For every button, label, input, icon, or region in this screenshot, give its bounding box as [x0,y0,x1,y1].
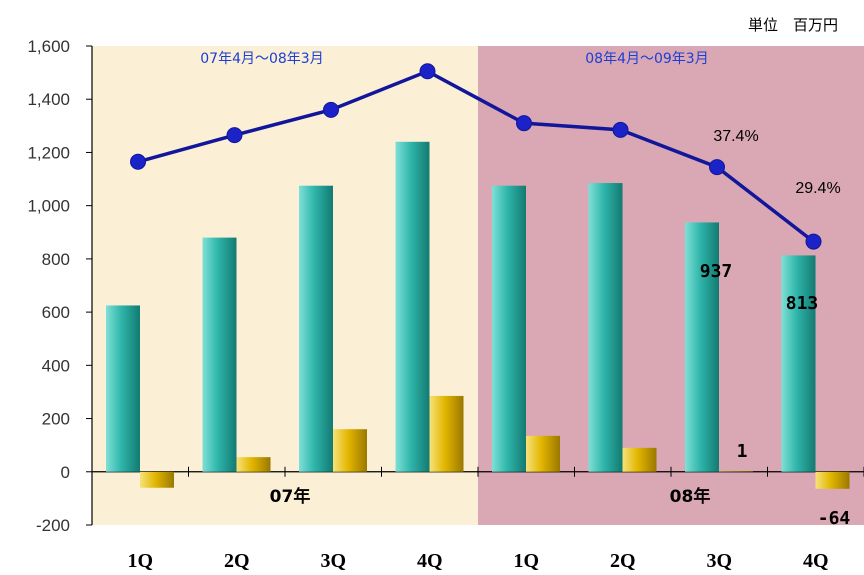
unit-label: 単位 百万円 [748,16,838,34]
bar-series-2 [622,447,657,472]
line-point [612,121,629,138]
bar-series-1 [685,222,719,472]
bar-series-2 [815,471,850,489]
bar-series-2 [333,429,367,472]
y-tick-label: 400 [42,356,70,375]
period-label-first: 07年4月～08年3月 [200,51,323,67]
year-label-second: 08年 [670,486,711,507]
line-point [130,153,146,170]
y-tick-label: 1,000 [27,197,70,216]
y-tick-label: 200 [42,410,70,429]
data-label: 937 [700,261,733,282]
x-tick-label: 2Q [224,550,250,572]
bar-series-1 [106,305,140,472]
y-tick-label: 600 [42,303,70,322]
x-tick-label: 2Q [610,550,636,572]
x-tick-label: 4Q [417,550,443,572]
x-tick-label: 3Q [706,550,732,572]
data-label: 1 [737,441,748,462]
bar-series-2 [236,457,271,472]
line-point [226,127,243,144]
bar-series-1 [781,255,816,472]
y-tick-label: 1,400 [27,90,70,109]
line-point [419,63,436,80]
line-point [709,159,725,176]
data-label: -64 [818,508,851,529]
line-point [516,115,532,132]
bar-series-1 [299,185,333,472]
bar-series-2 [526,435,560,472]
bar-series-2 [429,395,464,472]
y-tick-label: 1,600 [27,37,70,56]
y-tick-label: -200 [36,516,70,535]
data-label: 813 [786,293,819,314]
y-tick-label: 1,200 [27,143,70,162]
line-point [805,233,822,250]
bar-series-2 [140,471,174,488]
percent-label: 37.4% [713,128,758,145]
bar-series-1 [202,237,237,472]
bar-series-1 [588,183,623,472]
percent-label: 29.4% [795,180,840,197]
y-tick-label: 0 [61,463,70,482]
line-series [137,69,815,243]
x-tick-label: 3Q [320,550,346,572]
period-label-second: 08年4月～09年3月 [585,51,708,67]
x-tick-label: 1Q [127,550,153,572]
y-tick-label: 800 [42,250,70,269]
x-tick-label: 1Q [513,550,539,572]
bar-series-1 [492,185,526,472]
bar-series-2 [719,471,753,473]
line-point [323,101,339,118]
year-label-first: 07年 [270,486,311,507]
x-tick-label: 4Q [803,550,829,572]
bar-series-1 [395,141,430,472]
